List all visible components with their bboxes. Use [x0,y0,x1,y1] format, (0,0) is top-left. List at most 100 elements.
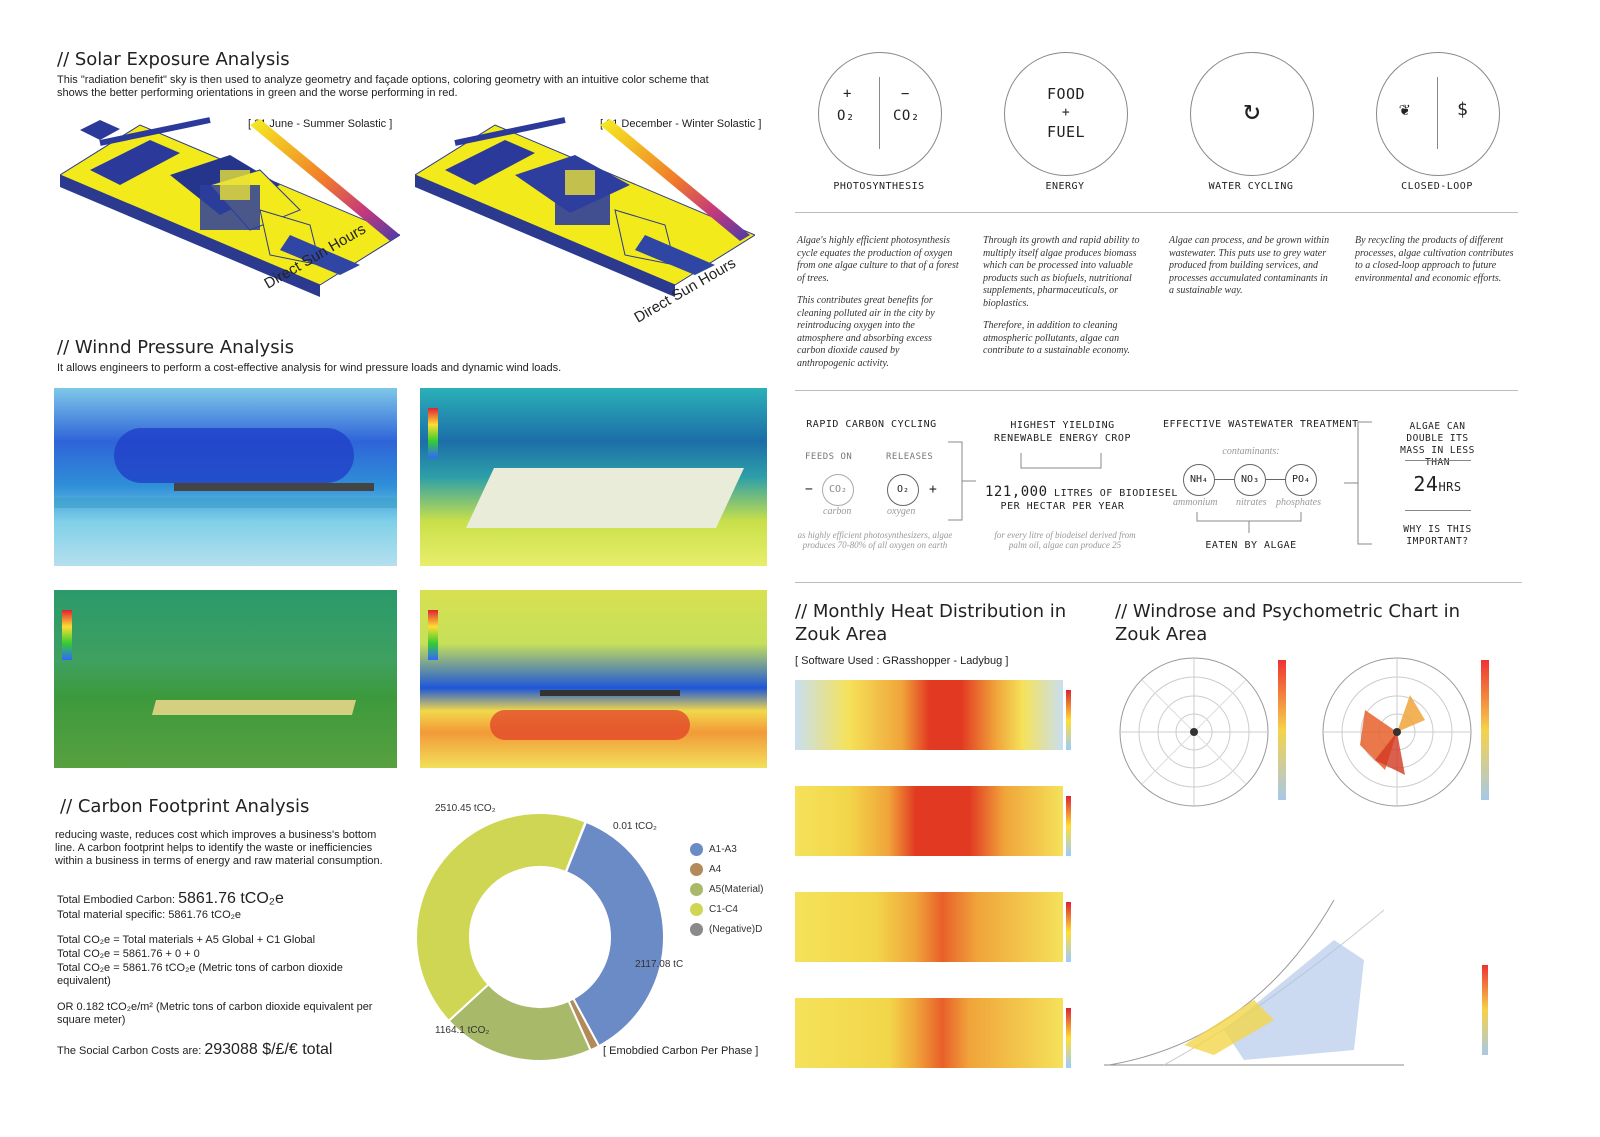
donut-label-3: 2510.45 tCO₂ [435,803,496,814]
why-label: WHY IS THIS IMPORTANT? [1403,524,1472,547]
hrs-rule-bottom [1405,510,1471,511]
legend-item: A5(Material) [690,880,763,900]
link-1 [1214,479,1234,480]
donut-slice-a1-a3 [564,820,665,1048]
energy-label: ENERGY [1045,181,1085,192]
co2-circle: CO₂ [822,474,854,506]
june-label: [ 21 June - Summer Solastic ] [248,118,393,130]
total-embodied-label: Total Embodied Carbon: [57,894,176,906]
legend-swatch [690,902,703,916]
plus-symbol: + [929,482,938,497]
water-cycling-circle: ↻ [1190,52,1314,176]
windrose-title-line1: // Windrose and Psychometric Chart in [1115,601,1461,622]
formula-4: OR 0.182 tCO₂e/m² (Metric tons of carbon… [57,1001,373,1026]
o2-circle: O₂ [887,474,919,506]
carbon-title: // Carbon Footprint Analysis [60,796,310,817]
hrs-small: HRS [1438,480,1462,494]
leaf-icon: ❦ [1399,99,1411,120]
yield-rest: LITRES OF BIODIESEL [1054,488,1178,499]
heat-map-1 [795,680,1063,750]
yield-title: HIGHEST YIELDING RENEWABLE ENERGY CROP [994,420,1131,444]
food-label: FOOD [1046,85,1086,103]
social-label: The Social Carbon Costs are: [57,1045,202,1057]
legend-label: A4 [709,864,722,875]
ammonium-caption: ammonium [1173,497,1218,508]
yield-line2: PER HECTAR PER YEAR [1000,501,1125,512]
wind-sim-1 [54,388,397,566]
social-value: 293088 $/£/€ total [204,1041,333,1058]
donut-slice-c1-c4 [415,812,587,1023]
december-solar-model [415,117,755,297]
wind-title: // Winnd Pressure Analysis [57,337,294,358]
yield-bracket [1020,453,1102,469]
yield-note: for every litre of biodeisel derived fro… [994,530,1136,550]
plus-label: + [1061,105,1071,120]
o2-symbol: O₂ [837,108,855,124]
heat-legend-3 [1066,902,1071,962]
photosynthesis-text: Algae's highly efficient photosynthesis … [797,235,959,370]
heat-legend-2 [1066,796,1071,856]
material-specific: Total material specific: 5861.76 tCO₂e [57,909,242,921]
formula-3: Total CO₂e = 5861.76 tCO₂e (Metric tons … [57,962,343,987]
december-color-scale [600,119,750,241]
fuel-label: FUEL [1046,123,1086,141]
photosynthesis-p2: This contributes great benefits for clea… [797,295,935,369]
donut-slice--negative-d [564,820,588,874]
photosynthesis-circle: + O₂ − CO₂ [818,52,942,176]
heat-map-4 [795,998,1063,1068]
total-embodied-carbon: Total Embodied Carbon: 5861.76 tCO₂e [57,890,284,907]
releases-label: RELEASES [886,452,934,462]
legend-label: A1-A3 [709,844,737,855]
closed-loop-label: CLOSED-LOOP [1401,181,1473,192]
hrs-rule-top [1405,460,1471,461]
total-embodied-value: 5861.76 tCO₂e [178,890,284,907]
legend-item: C1-C4 [690,900,763,920]
heat-legend-4 [1066,1008,1071,1068]
legend-item: A1-A3 [690,840,763,860]
water-text: Algae can process, and be grown within w… [1169,235,1330,296]
no3-circle: NO₃ [1234,464,1266,496]
energy-text: Through its growth and rapid ability to … [983,235,1145,358]
energy-circle: FOOD + FUEL [1004,52,1128,176]
solar-description: This "radiation benefit" sky is then use… [57,74,709,99]
co2-symbol: CO₂ [893,108,920,124]
solar-title: // Solar Exposure Analysis [57,49,290,70]
nh4-circle: NH₄ [1183,464,1215,496]
feeds-on-label: FEEDS ON [805,452,853,462]
rapid-carbon-title: RAPID CARBON CYCLING [806,419,937,430]
bracket-1 [948,441,976,521]
legend-label: A5(Material) [709,884,764,895]
legend-swatch [690,862,703,876]
photosynthesis-label: PHOTOSYNTHESIS [833,181,925,192]
plus-sign: + [843,86,852,102]
heat-title-line2: Zouk Area [795,624,888,645]
cycle-icon: ↻ [1243,93,1261,126]
psychrometric-chart [1104,899,1488,1066]
social-carbon-cost: The Social Carbon Costs are: 293088 $/£/… [57,1041,333,1058]
legend-swatch [690,882,703,896]
wind-sim-4 [420,590,767,768]
donut-legend: A1-A3 A4 A5(Material) C1-C4 (Negative)D [690,840,763,940]
legend-item: (Negative)D [690,920,763,940]
yield-big-number: 121,000 [985,484,1048,500]
heat-map-3 [795,892,1063,962]
wind-sim-3 [54,590,397,768]
donut-label-2: 1164.1 tCO₂ [435,1025,489,1036]
dollar-icon: $ [1457,99,1469,120]
june-color-scale [250,119,400,241]
nitrates-caption: nitrates [1236,497,1267,508]
chart-caption: [ Emobdied Carbon Per Phase ] [603,1045,759,1057]
legend-swatch [690,922,703,936]
energy-p2: Therefore, in addition to cleaning atmos… [983,320,1130,356]
wind-sim-2 [420,388,767,566]
june-solar-model [60,117,400,297]
rapid-note: as highly efficient photosynthesizers, a… [797,530,953,550]
phosphates-caption: phosphates [1276,497,1321,508]
windrose-chart-1 [1119,657,1286,807]
waste-title: EFFECTIVE WASTEWATER TREATMENT [1163,419,1359,430]
divider-2 [795,390,1518,391]
legend-item: A4 [690,860,763,880]
formula-1: Total CO₂e = Total materials + A5 Global… [57,934,316,946]
closed-loop-text: By recycling the products of different p… [1355,235,1514,284]
